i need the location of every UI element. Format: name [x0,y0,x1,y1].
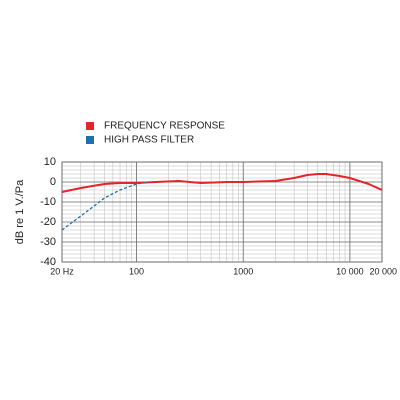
series-line [61,173,383,193]
y-tick-label: -40 [40,256,56,268]
x-tick-label: 100 [129,266,144,276]
plot-frame [61,161,383,263]
y-tick-label: 10 [44,156,56,168]
legend-swatch [86,122,94,130]
y-tick-label: 0 [50,176,56,188]
y-tick-label: -20 [40,216,56,228]
legend-swatch [86,136,94,144]
legend-label: FREQUENCY RESPONSE [104,121,225,132]
x-tick-label: 1000 [233,266,253,276]
x-tick-label: 20 Hz [50,266,74,276]
y-tick-label: -10 [40,196,56,208]
legend-label: HIGH PASS FILTER [104,135,194,146]
x-tick-label: 20 000 [369,266,397,276]
y-tick-label: -30 [40,236,56,248]
x-tick-label: 10 000 [336,266,364,276]
y-axis-label: dB re 1 V./Pa [14,179,26,244]
